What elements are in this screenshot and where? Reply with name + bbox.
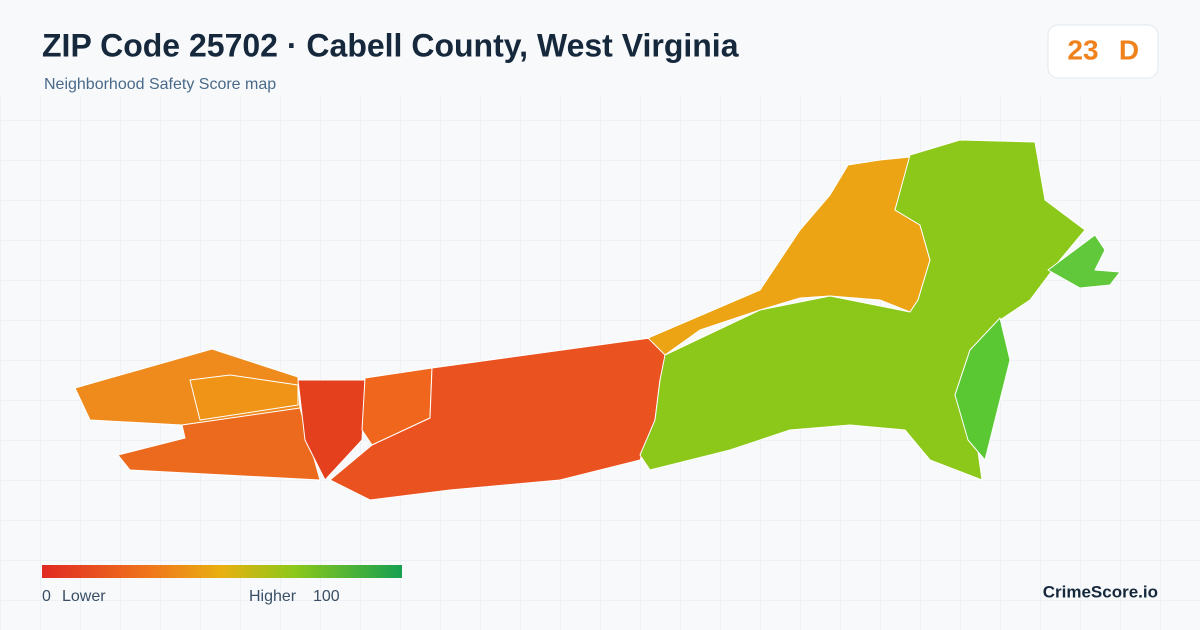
brand: CrimeScore.io	[1043, 582, 1158, 601]
region	[639, 139, 1086, 481]
region	[117, 407, 321, 481]
legend-bar	[42, 565, 402, 578]
subtitle: Neighborhood Safety Score map	[44, 76, 276, 93]
title: ZIP Code 25702 · Cabell County, West Vir…	[42, 27, 739, 63]
legend-max: 100	[313, 588, 340, 605]
grade: D	[1119, 34, 1139, 65]
region	[297, 379, 366, 481]
score: 23	[1067, 34, 1098, 65]
legend-min-label: Lower	[62, 588, 106, 605]
region	[954, 317, 1011, 461]
score-box	[1047, 24, 1159, 79]
neighborhoods	[74, 139, 1121, 501]
region	[1047, 234, 1121, 289]
legend-max-label: Higher	[249, 588, 297, 605]
region	[189, 374, 299, 421]
legend-min: 0	[42, 588, 51, 605]
header-bg	[0, 0, 1200, 96]
